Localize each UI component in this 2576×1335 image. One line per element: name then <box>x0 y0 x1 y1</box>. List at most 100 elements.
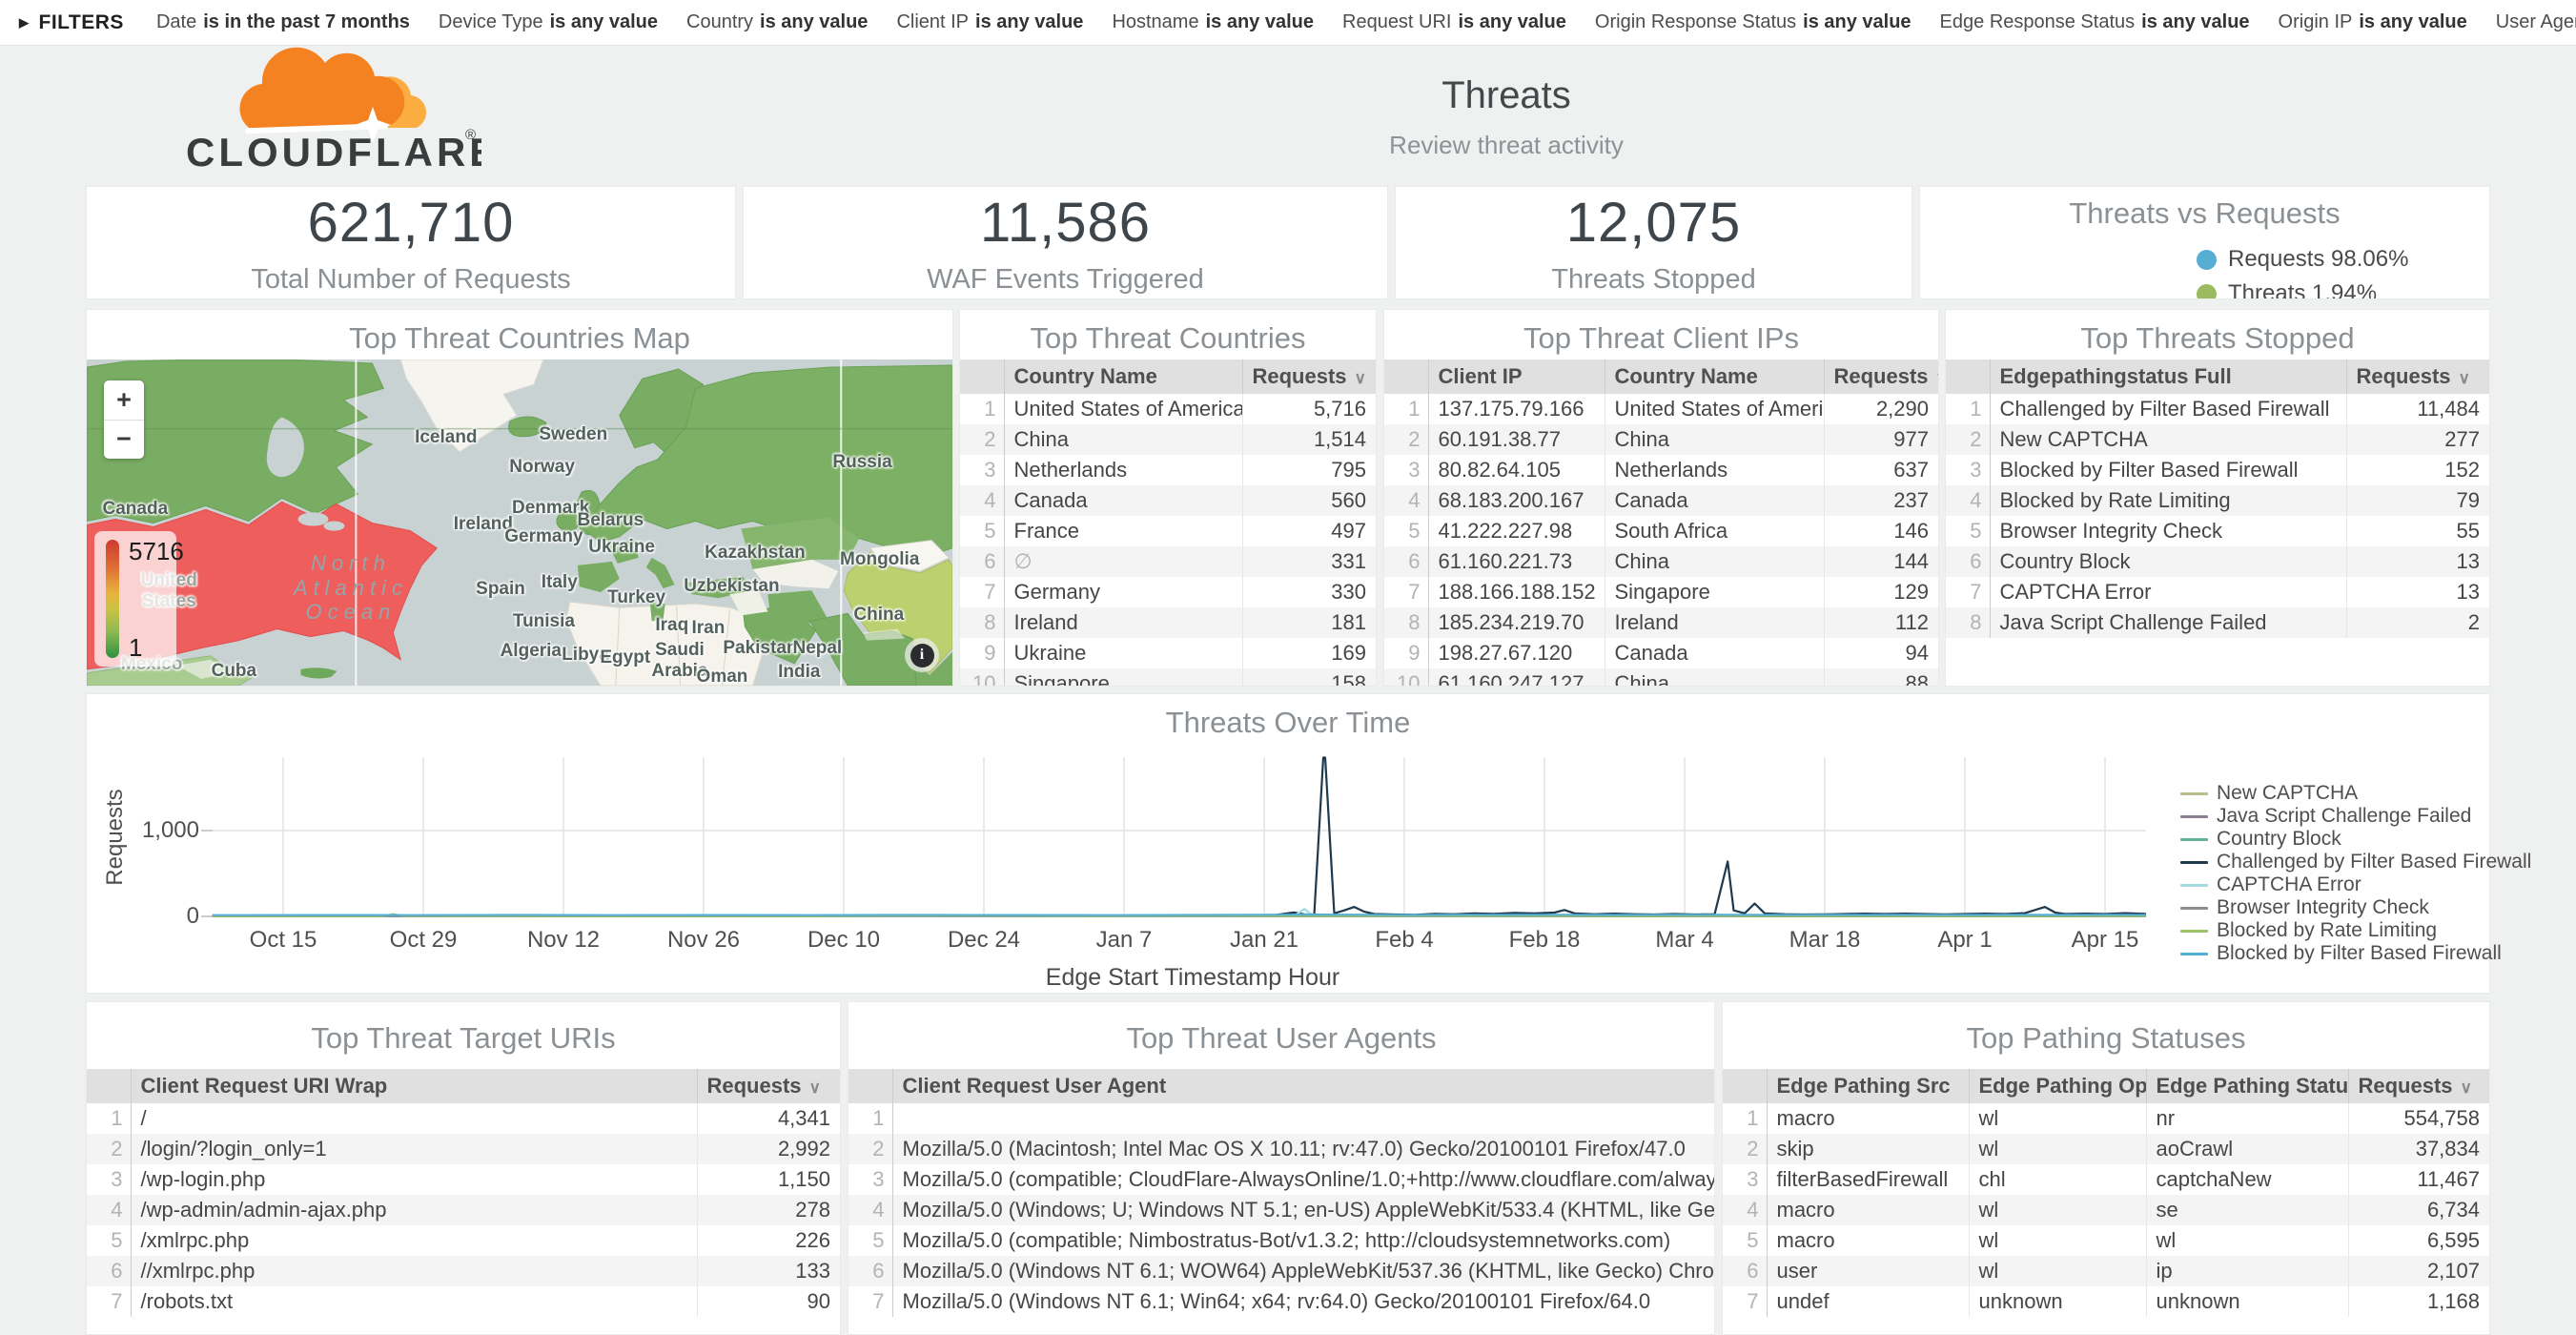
kpi-value[interactable]: 621,710 <box>307 191 515 254</box>
column-header-requests[interactable]: Requests∨ <box>2347 1069 2489 1103</box>
table-row[interactable]: 10 Singapore 158 <box>960 668 1376 686</box>
table-row[interactable]: 7/robots.txt 90 <box>87 1286 840 1317</box>
table-row[interactable]: 1 137.175.79.166 United States of America 2… <box>1384 394 1938 424</box>
zoom-in-button[interactable]: + <box>104 380 144 421</box>
table-row[interactable]: 3 Mozilla/5.0 (compatible; CloudFlare-Alw… <box>848 1164 1714 1195</box>
table-row[interactable]: 2 China 1,514 <box>960 424 1376 455</box>
table-row[interactable]: 1 macro wl nr 554,758 <box>1723 1103 2489 1134</box>
table-row[interactable]: 6 Mozilla/5.0 (Windows NT 6.1; WOW64) App… <box>848 1256 1714 1286</box>
table-row[interactable]: 4 Canada 560 <box>960 485 1376 516</box>
legend-item[interactable]: Blocked by Rate Limiting <box>2180 919 2531 942</box>
table-row[interactable]: 1 United States of America 5,716 <box>960 394 1376 424</box>
threats-over-time-chart[interactable] <box>87 694 2491 995</box>
legend-dash-icon <box>2180 791 2208 795</box>
legend-item[interactable]: Country Block <box>2180 828 2531 851</box>
table-row[interactable]: 2 skip wl aoCrawl 37,834 <box>1723 1134 2489 1164</box>
table-row[interactable]: 4 Blocked by Rate Limiting 79 <box>1946 485 2489 516</box>
column-header-edge-pathing-status[interactable]: Edge Pathing Status <box>2145 1069 2348 1103</box>
column-header-country-name[interactable]: Country Name <box>1604 359 1824 394</box>
table-row[interactable]: 7 Germany 330 <box>960 577 1376 607</box>
table-row[interactable]: 3 filterBasedFirewall chl captchaNew 11,467 <box>1723 1164 2489 1195</box>
legend-label: Country Block <box>2217 828 2341 850</box>
kpi-value[interactable]: 11,586 <box>979 191 1152 254</box>
table-row[interactable]: 5/xmlrpc.php 226 <box>87 1225 840 1256</box>
legend-item[interactable]: CAPTCHA Error <box>2180 873 2531 896</box>
table-row[interactable]: 4 Mozilla/5.0 (Windows; U; Windows NT 5.1… <box>848 1195 1714 1225</box>
cell-value: 497 <box>1241 516 1376 546</box>
table-row[interactable]: 9 198.27.67.120 Canada 94 <box>1384 638 1938 668</box>
table-row[interactable]: 5 41.222.227.98 South Africa 146 <box>1384 516 1938 546</box>
column-header-requests[interactable]: Requests∨ <box>1823 359 1938 394</box>
legend-item[interactable]: Blocked by Filter Based Firewall <box>2180 942 2531 965</box>
table-row[interactable]: 6 61.160.221.73 China 144 <box>1384 546 1938 577</box>
table-row[interactable]: 10 61.160.247.127 China 88 <box>1384 668 1938 686</box>
table-row[interactable]: 3 Blocked by Filter Based Firewall 152 <box>1946 455 2489 485</box>
filter-item[interactable]: Edge Response Status is any value <box>1939 11 2250 32</box>
map-info-button[interactable]: i <box>905 638 939 672</box>
table-row[interactable]: 3/wp-login.php 1,150 <box>87 1164 840 1195</box>
filter-item[interactable]: Origin Response Status is any value <box>1594 11 1912 32</box>
column-header-requests[interactable]: Requests∨ <box>1241 359 1376 394</box>
kpi-value[interactable]: 12,075 <box>1565 191 1742 254</box>
filter-item[interactable]: Device Type is any value <box>438 11 658 32</box>
column-header-client-ip[interactable]: Client IP <box>1427 359 1605 394</box>
table-row[interactable]: 5 Mozilla/5.0 (compatible; Nimbostratus-B… <box>848 1225 1714 1256</box>
filter-item[interactable]: Request URI is any value <box>1342 11 1566 32</box>
column-header-client-request-user-agent[interactable]: Client Request User Agent <box>891 1069 1714 1103</box>
table-row[interactable]: 6 ∅ 331 <box>960 546 1376 577</box>
table-row[interactable]: 5 macro wl wl 6,595 <box>1723 1225 2489 1256</box>
table-row[interactable]: 8 Ireland 181 <box>960 607 1376 638</box>
table-row[interactable]: 9 Ukraine 169 <box>960 638 1376 668</box>
table-row[interactable]: 1 Challenged by Filter Based Firewall 11,4… <box>1946 394 2489 424</box>
table-row[interactable]: 8 185.234.219.70 Ireland 112 <box>1384 607 1938 638</box>
x-tick-label: Feb 4 <box>1375 927 1434 953</box>
table-row[interactable]: 6//xmlrpc.php 133 <box>87 1256 840 1286</box>
column-header-edgepathingstatus-full[interactable]: Edgepathingstatus Full <box>1989 359 2346 394</box>
filters-button[interactable]: ▶ FILTERS <box>19 11 124 34</box>
legend-item[interactable]: Challenged by Filter Based Firewall <box>2180 851 2531 873</box>
column-header-country-name[interactable]: Country Name <box>1003 359 1242 394</box>
filter-item[interactable]: Origin IP is any value <box>2278 11 2467 32</box>
legend-item[interactable]: Java Script Challenge Failed <box>2180 805 2531 828</box>
column-header-edge-pathing-op[interactable]: Edge Pathing Op <box>1968 1069 2146 1103</box>
table-row[interactable]: 4 68.183.200.167 Canada 237 <box>1384 485 1938 516</box>
row-rank: 7 <box>1723 1286 1768 1317</box>
table-row[interactable]: 2 60.191.38.77 China 977 <box>1384 424 1938 455</box>
table-row[interactable]: 2 Mozilla/5.0 (Macintosh; Intel Mac OS X … <box>848 1134 1714 1164</box>
table-row[interactable]: 3 80.82.64.105 Netherlands 637 <box>1384 455 1938 485</box>
legend-item[interactable]: New CAPTCHA <box>2180 782 2531 805</box>
column-header-requests[interactable]: Requests∨ <box>696 1069 840 1103</box>
column-header-requests[interactable]: Requests∨ <box>2345 359 2489 394</box>
table-row[interactable]: 7 188.166.188.152 Singapore 129 <box>1384 577 1938 607</box>
table-row[interactable]: 5 France 497 <box>960 516 1376 546</box>
row-rank: 4 <box>960 485 1005 516</box>
table-row[interactable]: 2 New CAPTCHA 277 <box>1946 424 2489 455</box>
zoom-out-button[interactable]: − <box>116 424 132 454</box>
world-map[interactable]: CanadaUnited StatesMexicoCubaIcelandIrel… <box>87 359 952 686</box>
table-row[interactable]: 1 <box>848 1103 1714 1134</box>
table-row[interactable]: 6 Country Block 13 <box>1946 546 2489 577</box>
filter-item[interactable]: Country is any value <box>686 11 869 32</box>
column-header-edge-pathing-src[interactable]: Edge Pathing Src <box>1766 1069 1969 1103</box>
column-header-client-request-uri-wrap[interactable]: Client Request URI Wrap <box>130 1069 697 1103</box>
cell-value: /login/?login_only=1 <box>130 1134 697 1164</box>
table-row[interactable]: 1/4,341 <box>87 1103 840 1134</box>
x-tick-label: Nov 12 <box>526 927 601 953</box>
table-row[interactable]: 7 Mozilla/5.0 (Windows NT 6.1; Win64; x64… <box>848 1286 1714 1317</box>
table-row[interactable]: 7 undef unknown unknown 1,168 <box>1723 1286 2489 1317</box>
table-row[interactable]: 4/wp-admin/admin-ajax.php 278 <box>87 1195 840 1225</box>
table-row[interactable]: 2/login/?login_only=1 2,992 <box>87 1134 840 1164</box>
table-row[interactable]: 8 Java Script Challenge Failed 2 <box>1946 607 2489 638</box>
filter-item[interactable]: Date is in the past 7 months <box>155 11 410 32</box>
filter-item[interactable]: User Agentis any value <box>2495 11 2576 32</box>
table-row[interactable]: 5 Browser Integrity Check 55 <box>1946 516 2489 546</box>
table-row[interactable]: 4 macro wl se 6,734 <box>1723 1195 2489 1225</box>
filter-item[interactable]: Hostname is any value <box>1112 11 1314 32</box>
table-row[interactable]: 7 CAPTCHA Error 13 <box>1946 577 2489 607</box>
table-row[interactable]: 3 Netherlands 795 <box>960 455 1376 485</box>
cell-value: nr <box>2145 1103 2348 1134</box>
table-row[interactable]: 6 user wl ip 2,107 <box>1723 1256 2489 1286</box>
filter-item[interactable]: Client IP is any value <box>896 11 1084 32</box>
cell-value: Ireland <box>1003 607 1242 638</box>
legend-item[interactable]: Browser Integrity Check <box>2180 896 2531 919</box>
